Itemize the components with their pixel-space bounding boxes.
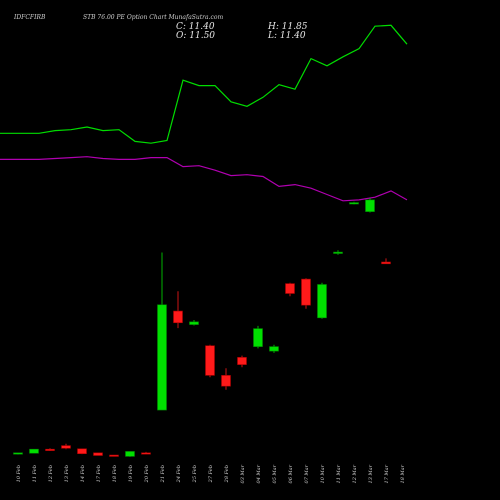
candle: [125, 451, 135, 457]
candle: [381, 258, 391, 265]
candle-body: [29, 448, 39, 454]
x-tick-label: 07 Mar: [304, 464, 310, 483]
x-tick-label: 21 Feb: [160, 465, 166, 483]
lower-band-line: [0, 156, 408, 202]
candle-body: [157, 304, 167, 411]
candle-body: [269, 346, 279, 352]
candle-body: [189, 321, 199, 325]
x-tick-label: 12 Feb: [48, 465, 54, 482]
candle-body: [45, 448, 55, 451]
x-tick-label: 03 Mar: [240, 464, 246, 483]
x-tick-label: 28 Feb: [224, 465, 230, 483]
candle-body: [365, 199, 375, 212]
candle-body: [381, 261, 391, 265]
x-tick-label: 25 Feb: [192, 465, 198, 483]
candle-body: [301, 278, 311, 306]
upper-band-line: [0, 24, 408, 144]
candle: [29, 448, 39, 454]
candle: [77, 448, 87, 455]
candle-body: [13, 452, 23, 455]
close-value: C: 11.40: [176, 22, 215, 32]
x-tick-label: 05 Mar: [272, 464, 278, 483]
candle-body: [93, 452, 103, 456]
candle-body: [109, 454, 119, 457]
candle: [349, 201, 359, 205]
candle-body: [333, 251, 343, 254]
candle: [317, 282, 327, 319]
candle: [157, 252, 167, 411]
candle-body: [285, 283, 295, 294]
candle: [301, 278, 311, 309]
chart-subtitle: STB 76.00 PE Option Chart MunafaSutra.co…: [83, 14, 224, 21]
chart-symbol: IDFCFIRB: [14, 14, 46, 21]
x-tick-label: 10 Feb: [16, 465, 22, 482]
x-tick-label: 27 Feb: [208, 465, 214, 483]
candle-body: [253, 328, 263, 347]
candle-body: [125, 451, 135, 457]
x-tick-label: 17 Mar: [384, 464, 390, 483]
x-tick-label: 11 Mar: [336, 464, 342, 483]
candle-body: [141, 452, 151, 455]
candle: [61, 443, 71, 450]
x-tick-label: 13 Feb: [64, 465, 70, 482]
x-tick-label: 17 Feb: [96, 465, 102, 482]
x-tick-label: 20 Feb: [144, 465, 150, 483]
candle: [189, 320, 199, 326]
candle: [45, 448, 55, 451]
candle: [237, 355, 247, 368]
x-tick-label: 10 Mar: [320, 464, 326, 483]
open-value: O: 11.50: [176, 31, 216, 41]
candle-body: [317, 284, 327, 319]
x-tick-label: 11 Feb: [32, 465, 38, 482]
x-tick-label: 14 Feb: [80, 465, 86, 482]
candle: [269, 344, 279, 353]
candle: [141, 451, 151, 455]
candle: [173, 291, 183, 329]
x-tick-label: 12 Mar: [352, 464, 358, 483]
candle: [221, 368, 231, 390]
candle-body: [61, 445, 71, 449]
candle: [93, 452, 103, 456]
x-tick-label: 04 Mar: [256, 464, 262, 483]
candle: [365, 198, 375, 213]
x-tick-label: 13 Mar: [368, 464, 374, 483]
x-tick-label: 18 Mar: [400, 464, 406, 483]
x-tick-label: 18 Feb: [112, 465, 118, 482]
candle: [285, 282, 295, 297]
candle: [333, 250, 343, 255]
candle-body: [205, 345, 215, 376]
candle: [205, 344, 215, 378]
candles: [13, 198, 391, 457]
x-tick-label: 24 Feb: [176, 465, 182, 483]
candle-body: [173, 310, 183, 324]
high-value: H: 11.85: [268, 22, 308, 32]
candle-body: [349, 202, 359, 205]
x-tick-label: 19 Feb: [128, 465, 134, 482]
candle-body: [237, 357, 247, 365]
band-lines: [0, 24, 408, 202]
candle: [109, 454, 119, 457]
low-value: L: 11.40: [268, 31, 306, 41]
candle-body: [77, 448, 87, 454]
candle-body: [221, 375, 231, 387]
x-tick-labels: 10 Feb 11 Feb 12 Feb 13 Feb 14 Feb 17 Feb 18 F…: [16, 464, 406, 483]
candle: [13, 452, 23, 455]
x-tick-label: 06 Mar: [288, 464, 294, 483]
candle: [253, 325, 263, 349]
